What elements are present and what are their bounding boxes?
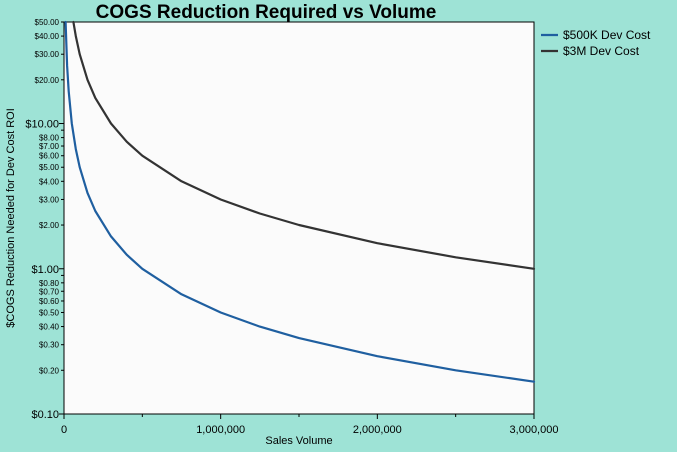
y-tick-label: $2.00 [39, 221, 60, 230]
y-tick-label: $0.10 [31, 409, 59, 421]
x-tick-label: 1,000,000 [196, 424, 245, 436]
y-axis: $50.00 $40.00 $30.00 $20.00 $10.00 $8.00$7.00… [25, 18, 64, 421]
y-tick-label: $0.60 [39, 297, 60, 306]
y-tick-label: $7.00 [39, 142, 60, 151]
y-tick-label: $4.00 [39, 177, 60, 186]
y-tick-label: $6.00 [39, 152, 60, 161]
y-tick-label: $0.70 [39, 287, 60, 296]
y-tick-label: $0.50 [39, 308, 60, 317]
y-tick-label: $8.00 [39, 134, 60, 143]
x-tick-label: 2,000,000 [353, 424, 402, 436]
y-tick-label: $50.00 [35, 18, 60, 27]
plot-area [63, 21, 535, 415]
x-tick-label: 0 [61, 424, 67, 436]
y-tick-label: $40.00 [35, 32, 60, 41]
chart-title: COGS Reduction Required vs Volume [96, 2, 437, 23]
legend-label: $500K Dev Cost [563, 28, 651, 42]
series-line [72, 20, 536, 270]
y-axis-title: $COGS Reduction Needed for Dev Cost ROI [5, 108, 17, 327]
y-tick-label: $20.00 [35, 76, 60, 85]
series-lines [64, 20, 536, 383]
series-line [64, 20, 536, 383]
x-axis: 0 1,000,000 2,000,000 3,000,000 [61, 414, 559, 436]
y-tick-label: $0.80 [39, 279, 60, 288]
y-tick-label: $0.20 [39, 366, 60, 375]
x-axis-title: Sales Volume [265, 435, 332, 447]
legend-label: $3M Dev Cost [563, 44, 640, 58]
y-tick-label: $10.00 [25, 119, 59, 131]
x-tick-label: 3,000,000 [510, 424, 559, 436]
y-tick-label: $30.00 [35, 50, 60, 59]
legend: $500K Dev Cost $3M Dev Cost [541, 28, 651, 58]
y-tick-label: $0.30 [39, 341, 60, 350]
y-tick-label: $5.00 [39, 163, 60, 172]
y-tick-label: $0.40 [39, 323, 60, 332]
y-tick-label: $1.00 [31, 264, 59, 276]
y-tick-label: $3.00 [39, 195, 60, 204]
